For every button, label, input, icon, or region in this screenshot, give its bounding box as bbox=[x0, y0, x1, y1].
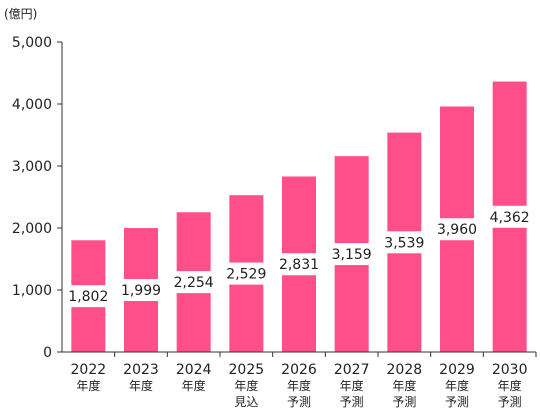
x-tick-label: 見込 bbox=[234, 395, 258, 409]
data-label-background bbox=[488, 205, 531, 228]
bars: 1,802 1,999 2,254 2,529 2,831 3,159 3,539 3,960… bbox=[67, 81, 531, 352]
data-label: 3,960 bbox=[437, 222, 477, 238]
x-tick-label: 2027 bbox=[334, 362, 370, 378]
x-tick-label: 年度 bbox=[445, 378, 469, 393]
x-tick-label: 年度 bbox=[287, 378, 311, 393]
data-label-background bbox=[436, 218, 478, 241]
data-label-background bbox=[225, 262, 268, 285]
y-tick-label: 4,000 bbox=[12, 97, 52, 113]
y-tick-label: 0 bbox=[43, 345, 52, 361]
x-tick-label: 予測 bbox=[340, 395, 364, 409]
x-tick-label: 年度 bbox=[340, 378, 364, 393]
data-label: 2,831 bbox=[279, 257, 319, 273]
data-label: 1,999 bbox=[121, 283, 161, 299]
data-label-background bbox=[330, 243, 373, 266]
y-axis-unit-label: (億円) bbox=[4, 7, 37, 21]
x-tick-label: 2025 bbox=[229, 362, 265, 378]
x-tick-label: 年度 bbox=[498, 378, 522, 393]
data-label-background bbox=[120, 279, 162, 302]
x-tick-label: 年度 bbox=[392, 378, 416, 393]
y-axis: 0 1,000 2,000 3,000 4,000 5,000 bbox=[12, 35, 63, 361]
y-tick-label: 5,000 bbox=[12, 35, 52, 51]
y-tick-label: 1,000 bbox=[12, 283, 52, 299]
y-tick-label: 2,000 bbox=[12, 221, 52, 237]
data-label: 2,254 bbox=[174, 275, 214, 291]
data-label-background bbox=[383, 231, 426, 254]
x-tick-label: 年度 bbox=[129, 378, 153, 393]
x-tick-label: 予測 bbox=[445, 395, 469, 409]
x-tick-label: 2024 bbox=[176, 362, 212, 378]
x-tick-label: 年度 bbox=[182, 378, 206, 393]
x-tick-label: 2029 bbox=[439, 362, 475, 378]
x-tick-label: 予測 bbox=[287, 395, 311, 409]
data-label: 1,802 bbox=[68, 289, 108, 305]
data-label: 3,539 bbox=[384, 235, 424, 251]
x-tick-label: 2030 bbox=[492, 362, 528, 378]
data-label-background bbox=[67, 285, 110, 308]
x-axis: 2022年度2023年度2024年度2025年度見込2026年度予測2027年度… bbox=[62, 351, 537, 409]
x-tick-label: 予測 bbox=[392, 395, 416, 409]
data-label: 2,529 bbox=[226, 267, 266, 283]
data-label-background bbox=[172, 271, 215, 294]
x-tick-label: 2022 bbox=[71, 362, 107, 378]
x-tick-label: 2023 bbox=[123, 362, 159, 378]
x-tick-label: 2026 bbox=[281, 362, 317, 378]
data-label: 3,159 bbox=[332, 247, 372, 263]
x-tick-label: 2028 bbox=[387, 362, 423, 378]
x-tick-label: 予測 bbox=[498, 395, 522, 409]
x-tick-label: 年度 bbox=[76, 378, 100, 393]
data-label: 4,362 bbox=[490, 210, 530, 226]
y-tick-label: 3,000 bbox=[12, 159, 52, 175]
x-tick-label: 年度 bbox=[234, 378, 258, 393]
data-label-background bbox=[278, 253, 320, 276]
